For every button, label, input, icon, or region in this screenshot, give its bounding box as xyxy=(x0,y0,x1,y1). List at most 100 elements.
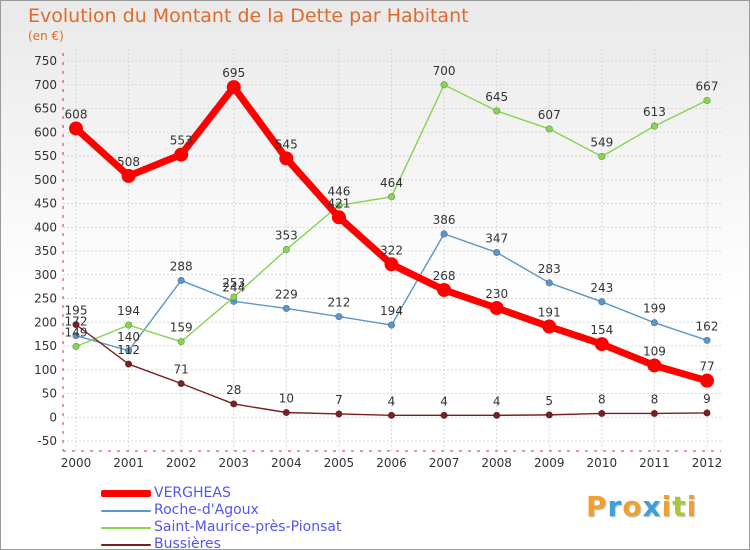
data-point xyxy=(650,319,659,327)
data-label: 109 xyxy=(643,344,666,358)
data-label: 159 xyxy=(170,321,193,335)
data-point xyxy=(177,276,185,285)
data-label: 322 xyxy=(380,243,403,257)
data-point xyxy=(493,107,501,115)
data-point xyxy=(331,210,346,225)
data-point xyxy=(650,409,659,418)
data-point xyxy=(493,411,501,419)
data-point xyxy=(440,230,448,238)
data-label: 288 xyxy=(170,259,193,273)
logo-letter: t xyxy=(672,490,687,523)
data-point xyxy=(335,312,343,321)
data-point xyxy=(124,321,133,329)
logo-letter: x xyxy=(642,490,662,523)
data-label: 253 xyxy=(222,276,245,290)
x-tick-label: 2001 xyxy=(113,456,144,470)
data-point xyxy=(72,321,80,329)
data-point xyxy=(440,411,448,419)
data-point xyxy=(226,80,241,95)
data-point xyxy=(72,331,80,340)
y-tick-label: -50 xyxy=(37,434,57,448)
data-point xyxy=(335,410,343,418)
data-label: 7 xyxy=(335,393,343,407)
x-tick-label: 2003 xyxy=(218,456,249,470)
x-tick-label: 2011 xyxy=(639,456,670,470)
data-label: 243 xyxy=(590,281,613,295)
data-point xyxy=(387,411,396,419)
data-point xyxy=(545,411,553,419)
data-label: 10 xyxy=(279,392,294,406)
data-point xyxy=(598,409,606,418)
data-label: 4 xyxy=(440,394,448,408)
x-tick-label: 2002 xyxy=(166,456,197,470)
y-tick-label: 400 xyxy=(34,220,57,234)
data-point xyxy=(650,122,659,130)
data-label: 347 xyxy=(485,231,508,245)
data-point xyxy=(282,408,290,417)
data-label: 608 xyxy=(65,107,88,121)
x-tick-label: 2009 xyxy=(534,456,565,470)
data-point xyxy=(335,201,343,209)
legend-swatch xyxy=(101,544,151,546)
data-point xyxy=(387,193,396,201)
legend-swatch xyxy=(101,510,151,512)
data-label: 77 xyxy=(699,360,714,374)
data-label: 71 xyxy=(174,363,189,377)
data-label: 268 xyxy=(433,269,456,283)
data-point xyxy=(282,304,290,313)
logo-letter: o xyxy=(622,490,643,523)
y-tick-label: 500 xyxy=(34,173,57,187)
logo-letter: r xyxy=(607,490,623,523)
data-label: 191 xyxy=(538,306,561,320)
data-label: 545 xyxy=(275,137,298,151)
data-label: 446 xyxy=(327,184,350,198)
y-tick-label: 600 xyxy=(34,125,57,139)
data-label: 549 xyxy=(590,135,613,149)
data-point xyxy=(124,347,133,355)
data-label: 162 xyxy=(696,319,719,333)
data-point xyxy=(177,338,185,346)
proxiti-logo: Proxiti xyxy=(586,490,697,523)
data-point xyxy=(124,360,133,368)
data-label: 229 xyxy=(275,287,298,301)
data-point xyxy=(700,373,714,388)
x-tick-label: 2010 xyxy=(587,456,618,470)
data-point xyxy=(72,342,80,351)
legend-swatch xyxy=(101,490,151,497)
legend-swatch xyxy=(101,527,151,529)
x-tick-label: 2006 xyxy=(376,456,407,470)
data-point xyxy=(545,279,553,287)
data-label: 244 xyxy=(222,280,245,294)
x-tick-label: 2007 xyxy=(429,456,460,470)
data-point xyxy=(440,81,448,89)
data-label: 613 xyxy=(643,105,666,119)
data-point xyxy=(230,400,238,408)
y-tick-label: 100 xyxy=(34,363,57,377)
data-label: 172 xyxy=(65,315,88,329)
data-point xyxy=(489,301,504,315)
chart-subtitle: (en €) xyxy=(28,29,64,43)
x-tick-label: 2008 xyxy=(481,456,512,470)
y-tick-label: 150 xyxy=(34,339,57,353)
legend-label: VERGHEAS xyxy=(154,485,231,501)
data-point xyxy=(230,293,238,301)
x-tick-label: 2004 xyxy=(271,456,302,470)
chart-title: Evolution du Montant de la Dette par Hab… xyxy=(28,5,469,27)
data-label: 5 xyxy=(545,394,553,408)
x-tick-label: 2012 xyxy=(692,456,723,470)
data-point xyxy=(279,151,294,166)
data-label: 353 xyxy=(275,229,298,243)
data-point xyxy=(387,321,396,329)
y-tick-label: 200 xyxy=(34,315,57,329)
data-label: 695 xyxy=(222,66,245,80)
data-label: 645 xyxy=(485,90,508,104)
data-point xyxy=(282,245,290,254)
data-point xyxy=(598,298,606,306)
y-axis: -50 0 50 100 150 200 250 300 350 400 450 500 550 600 6… xyxy=(34,53,64,451)
y-tick-label: 250 xyxy=(34,292,57,306)
data-label: 700 xyxy=(433,64,456,78)
data-point xyxy=(69,121,83,136)
data-point xyxy=(594,337,609,352)
data-label: 9 xyxy=(703,392,711,406)
data-label: 194 xyxy=(380,304,403,318)
